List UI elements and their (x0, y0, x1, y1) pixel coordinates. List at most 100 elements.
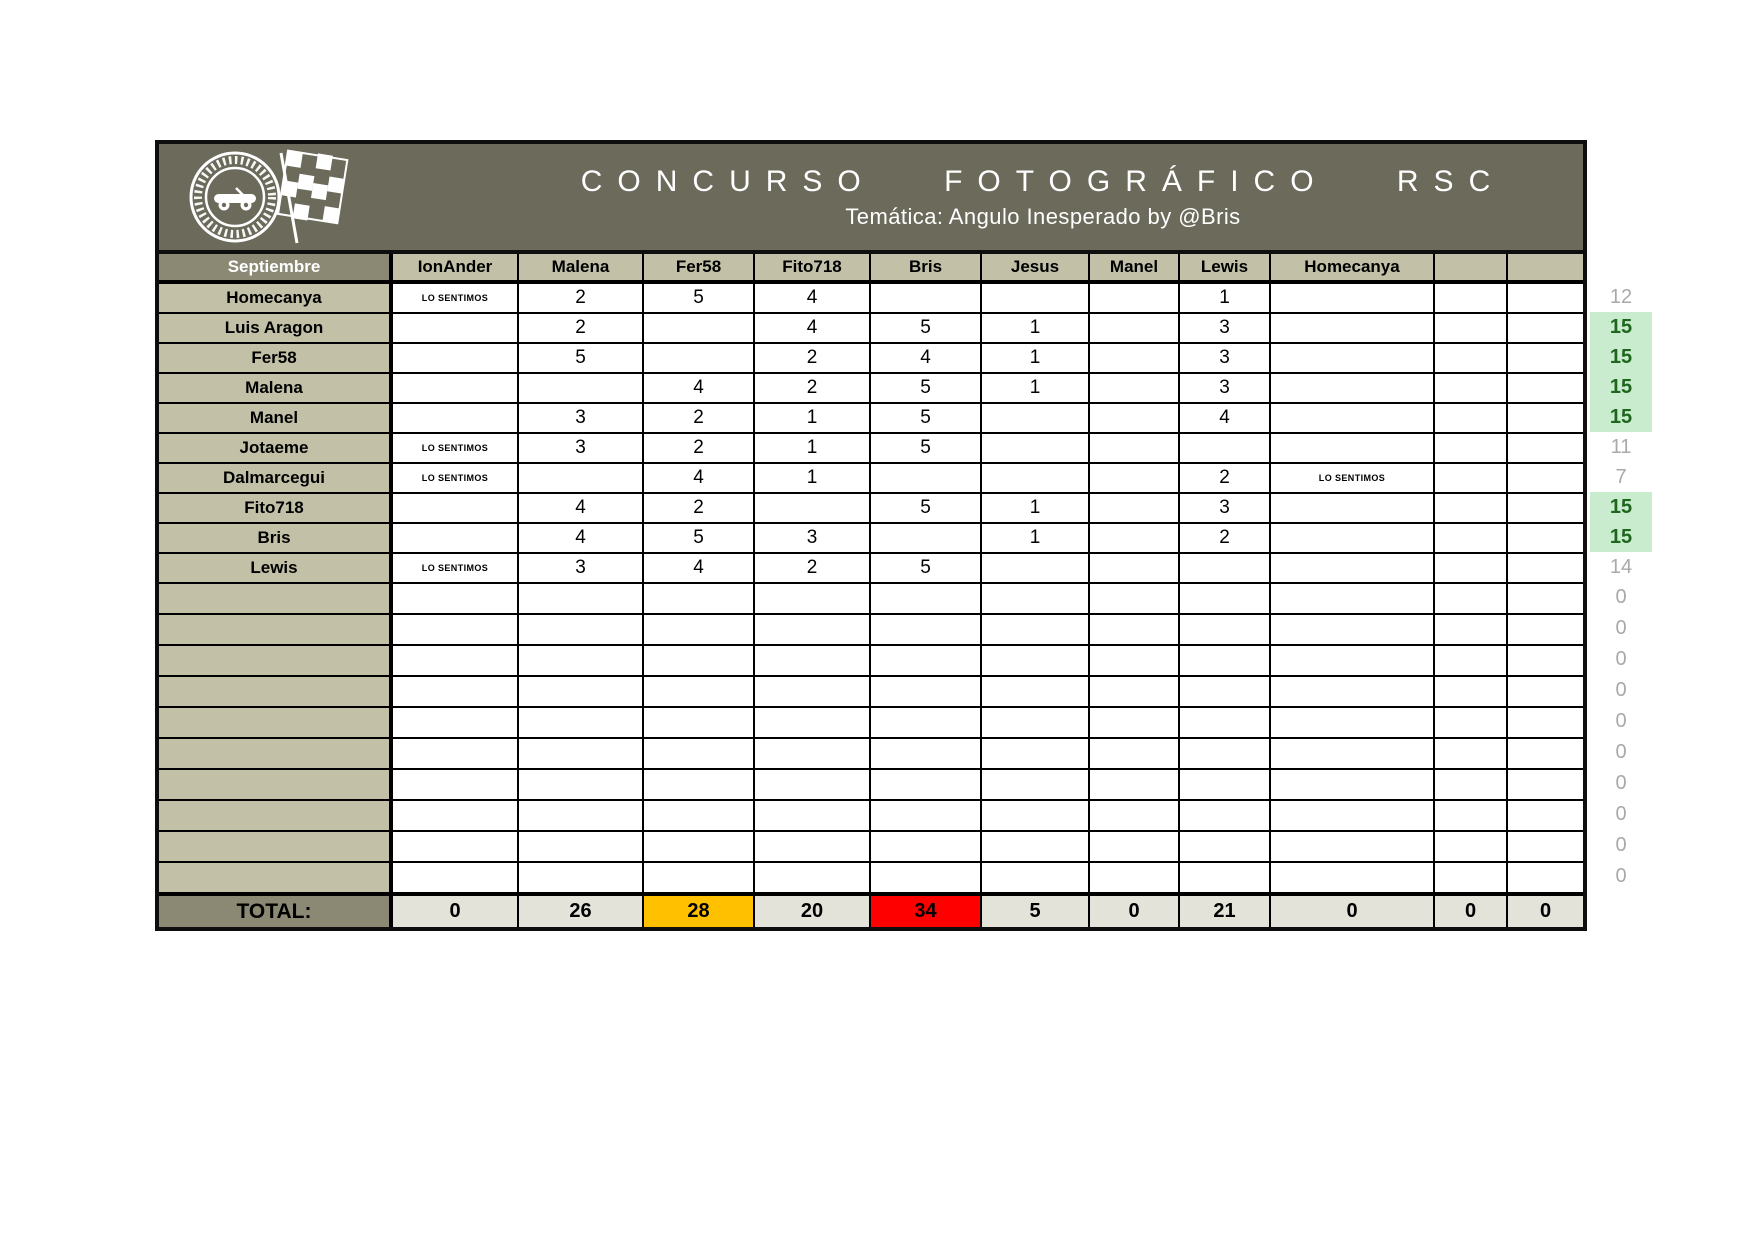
score-cell-empty (1180, 584, 1269, 613)
row-totals-column: 12 15 15 15 15 11 7 15 15 14 0 0 0 0 0 0 0 0 0 0 (1590, 282, 1652, 892)
row-total: 15 (1590, 342, 1652, 372)
score-cell-empty (1180, 708, 1269, 737)
score-cell-empty (393, 584, 517, 613)
player-column-header: Fer58 (644, 254, 753, 282)
score-cell-empty (1271, 770, 1433, 799)
score-cell-empty (755, 832, 869, 861)
score-cell-empty (871, 863, 980, 892)
player-column-header: Jesus (982, 254, 1088, 282)
score-cell: 3 (519, 554, 642, 582)
score-cell: 3 (1180, 314, 1269, 342)
score-cell (1508, 374, 1583, 402)
score-cell (1180, 434, 1269, 462)
row-header: Lewis (159, 554, 391, 582)
score-cell-empty (1090, 646, 1178, 675)
score-cell-empty (1508, 832, 1583, 861)
score-cell (1271, 524, 1433, 552)
score-cell: 5 (871, 314, 980, 342)
score-cell-empty (871, 646, 980, 675)
score-cell-empty (1435, 615, 1506, 644)
score-cell-empty (982, 770, 1088, 799)
row-header-empty (159, 770, 391, 799)
score-cell-empty (1090, 801, 1178, 830)
score-cell: 2 (519, 314, 642, 342)
score-cell: 1 (982, 494, 1088, 522)
score-cell-empty (519, 646, 642, 675)
score-cell (519, 374, 642, 402)
total-value-cell: 21 (1180, 894, 1269, 927)
row-total: 12 (1609, 285, 1633, 308)
total-value-cell: 0 (1508, 894, 1583, 927)
score-cell (1508, 284, 1583, 312)
score-cell-empty (1090, 832, 1178, 861)
score-cell (519, 464, 642, 492)
score-cell-empty (519, 677, 642, 706)
score-cell-empty (644, 832, 753, 861)
row-header-empty (159, 739, 391, 768)
page-subtitle: Temática: Angulo Inesperado by @Bris (845, 203, 1241, 229)
score-cell (393, 344, 517, 372)
score-cell (982, 284, 1088, 312)
score-cell (1090, 284, 1178, 312)
score-cell-empty (1508, 584, 1583, 613)
score-cell (1508, 314, 1583, 342)
score-cell: 5 (871, 404, 980, 432)
score-cell (1271, 494, 1433, 522)
score-cell-empty (1180, 615, 1269, 644)
score-cell (1271, 314, 1433, 342)
score-cell-empty (1435, 708, 1506, 737)
total-value-cell: 0 (1435, 894, 1506, 927)
score-cell-empty (1180, 832, 1269, 861)
row-total: 0 (1615, 679, 1627, 701)
row-header-empty (159, 832, 391, 861)
score-cell-empty (1090, 863, 1178, 892)
total-value-cell: 26 (519, 894, 642, 927)
score-cell (1090, 314, 1178, 342)
score-cell (393, 494, 517, 522)
score-cell (1090, 464, 1178, 492)
score-cell: 2 (644, 434, 753, 462)
row-total: 15 (1590, 372, 1652, 402)
score-cell (393, 524, 517, 552)
score-cell: 5 (644, 284, 753, 312)
score-cell-empty (1435, 646, 1506, 675)
score-cell-empty (519, 615, 642, 644)
row-header-empty (159, 677, 391, 706)
score-cell (1435, 314, 1506, 342)
score-cell: 2 (644, 494, 753, 522)
score-cell-empty (871, 708, 980, 737)
score-cell-empty (755, 739, 869, 768)
score-cell-empty (393, 832, 517, 861)
row-total: 0 (1615, 586, 1627, 608)
apology-cell: LO SENTIMOS (393, 554, 517, 582)
scoreboard: CONCURSO FOTOGRÁFICO RSC Temática: Angul… (155, 140, 1587, 931)
score-cell: 5 (871, 554, 980, 582)
score-cell-empty (982, 646, 1088, 675)
score-cell-empty (871, 801, 980, 830)
score-cell-empty (1090, 677, 1178, 706)
row-header: Fer58 (159, 344, 391, 372)
score-cell-empty (755, 584, 869, 613)
score-cell (982, 404, 1088, 432)
score-cell-empty (755, 801, 869, 830)
total-value-cell: 34 (871, 894, 980, 927)
club-logo (189, 149, 349, 244)
checkered-flag-icon (276, 149, 349, 244)
total-value-cell: 20 (755, 894, 869, 927)
score-cell-empty (1090, 708, 1178, 737)
score-cell-empty (644, 646, 753, 675)
row-header: Luis Aragon (159, 314, 391, 342)
score-cell-empty (519, 863, 642, 892)
score-cell-empty (644, 770, 753, 799)
player-column-header (1435, 254, 1506, 282)
score-cell: 1 (982, 524, 1088, 552)
total-value-cell: 28 (644, 894, 753, 927)
score-cell-empty (871, 615, 980, 644)
player-column-header: Fito718 (755, 254, 869, 282)
score-cell: 2 (755, 554, 869, 582)
score-cell-empty (1435, 801, 1506, 830)
row-header: Malena (159, 374, 391, 402)
score-cell (1508, 344, 1583, 372)
score-cell-empty (644, 739, 753, 768)
score-cell-empty (1435, 770, 1506, 799)
